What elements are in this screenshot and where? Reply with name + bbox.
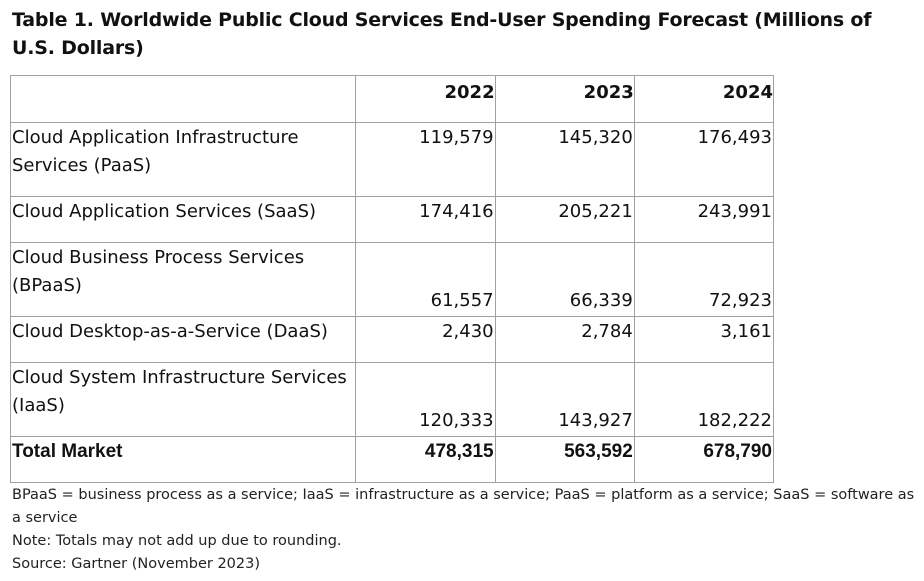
total-row: Total Market 478,315 563,592 678,790 — [9, 436, 775, 483]
table-row: Cloud System Infrastructure Services (Ia… — [9, 362, 775, 437]
cell-value: 176,493 — [633, 122, 775, 197]
row-label-paas: Cloud Application Infrastructure Service… — [9, 122, 357, 197]
table-row: Cloud Business Process Services (BPaaS) … — [9, 242, 775, 317]
cell-value: 2,430 — [355, 316, 496, 363]
header-row: 2022 2023 2024 — [9, 75, 775, 123]
cell-value: 120,333 — [355, 362, 496, 437]
year-header-2023: 2023 — [494, 75, 635, 123]
row-label-saas: Cloud Application Services (SaaS) — [9, 196, 357, 243]
abbreviations-note: BPaaS = business process as a service; I… — [12, 487, 915, 526]
source-note: Source: Gartner (November 2023) — [12, 556, 261, 572]
table-row: Cloud Application Services (SaaS) 174,41… — [9, 196, 775, 243]
table-row: Cloud Desktop-as-a-Service (DaaS) 2,430 … — [9, 316, 775, 363]
year-header-2024: 2024 — [633, 75, 775, 123]
table-row: Cloud Application Infrastructure Service… — [9, 122, 775, 197]
row-label-total: Total Market — [9, 436, 357, 483]
cell-value: 119,579 — [355, 122, 496, 197]
cell-value: 205,221 — [494, 196, 635, 243]
total-value: 563,592 — [494, 436, 635, 483]
total-value: 478,315 — [355, 436, 496, 483]
forecast-table: 2022 2023 2024 Cloud Application Infrast… — [9, 75, 775, 483]
cell-value: 61,557 — [355, 242, 496, 317]
row-label-iaas: Cloud System Infrastructure Services (Ia… — [9, 362, 357, 437]
cell-value: 2,784 — [494, 316, 635, 363]
cell-value: 182,222 — [633, 362, 775, 437]
cell-value: 3,161 — [633, 316, 775, 363]
row-label-bpaas: Cloud Business Process Services (BPaaS) — [9, 242, 357, 317]
footnotes: BPaaS = business process as a service; I… — [12, 484, 917, 576]
cell-value: 72,923 — [633, 242, 775, 317]
total-value: 678,790 — [633, 436, 775, 483]
cell-value: 174,416 — [355, 196, 496, 243]
year-header-2022: 2022 — [355, 75, 496, 123]
cell-value: 66,339 — [494, 242, 635, 317]
rounding-note: Note: Totals may not add up due to round… — [12, 533, 342, 549]
table-title: Table 1. Worldwide Public Cloud Services… — [12, 9, 872, 59]
header-label-cell — [9, 75, 357, 123]
row-label-daas: Cloud Desktop-as-a-Service (DaaS) — [9, 316, 357, 363]
cell-value: 145,320 — [494, 122, 635, 197]
cell-value: 143,927 — [494, 362, 635, 437]
cell-value: 243,991 — [633, 196, 775, 243]
